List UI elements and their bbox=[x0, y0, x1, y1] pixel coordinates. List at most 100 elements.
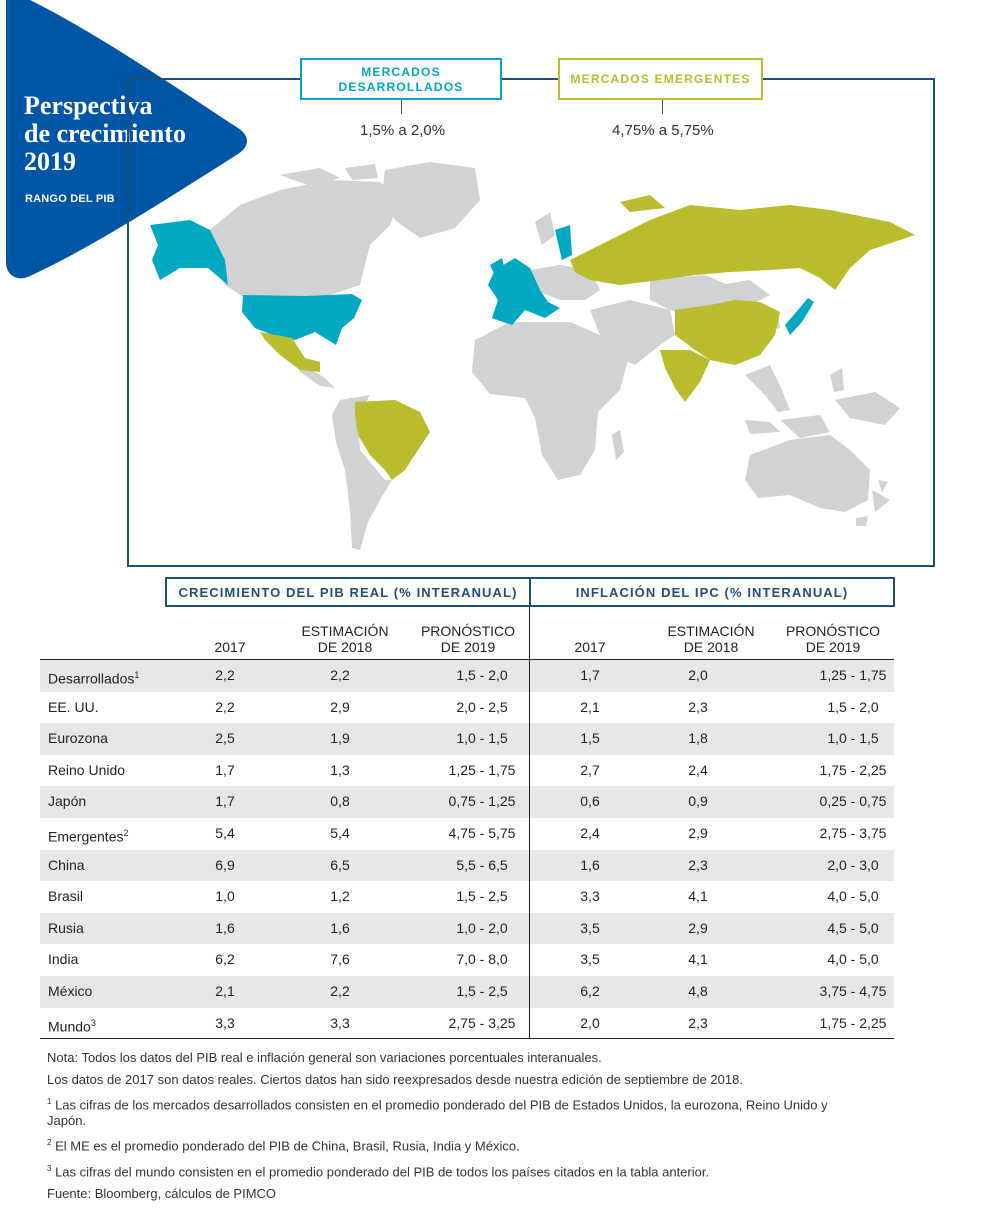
table-cell: 6,2 bbox=[580, 983, 600, 999]
table-row: Rusia 1,6 1,6 1,0 - 2,0 3,5 2,9 4,5 - 5,0 bbox=[40, 912, 894, 945]
column-divider bbox=[529, 607, 530, 1039]
table-cell: 1,7 bbox=[215, 793, 235, 810]
table-cell: 6,9 bbox=[215, 856, 235, 873]
col-header-line: DE 2018 bbox=[683, 639, 739, 655]
title-pennant: Perspectiva de crecimiento 2019 RANGO DE… bbox=[0, 0, 250, 280]
note-line: 2 El ME es el promedio ponderado del PIB… bbox=[47, 1135, 867, 1154]
col-header-cpi-2017: 2017 bbox=[550, 639, 630, 655]
table-cell: 2,0 - 3,0 bbox=[827, 856, 879, 873]
table-cell: 1,8 bbox=[688, 730, 708, 747]
table-row: Emergentes2 5,4 5,4 4,75 - 5,75 2,4 2,9 2,75 -… bbox=[40, 818, 894, 850]
table-cell: 4,5 - 5,0 bbox=[827, 919, 879, 936]
table-cell: 1,6 bbox=[330, 919, 350, 936]
table-row: México 2,1 2,2 1,5 - 2,5 6,2 4,8 3,75 - 4,75 bbox=[40, 976, 894, 1008]
greenland-shape bbox=[382, 162, 480, 238]
table-row: EE. UU. 2,2 2,9 2,0 - 2,5 2,1 2,3 1,5 - 2,0 bbox=[40, 692, 894, 724]
row-label: China bbox=[48, 850, 85, 882]
note-text: Las cifras del mundo consisten en el pro… bbox=[51, 1163, 710, 1179]
finland-shape bbox=[555, 225, 572, 260]
table-cell: 1,5 - 2,0 bbox=[827, 698, 879, 715]
table-cell: 0,8 bbox=[330, 793, 350, 810]
emerging-connector bbox=[662, 100, 663, 114]
table-cell: 1,3 bbox=[330, 761, 350, 778]
note-text: Las cifras de los mercados desarrollados… bbox=[47, 1097, 828, 1129]
table-cell: 1,0 - 1,5 bbox=[827, 730, 879, 747]
table-cell: 2,9 bbox=[688, 919, 708, 936]
row-label-text: Brasil bbox=[48, 888, 84, 905]
table-cell: 3,5 bbox=[580, 919, 600, 936]
table-cell: 2,0 - 2,5 bbox=[456, 698, 508, 715]
table-cell: 2,1 bbox=[215, 983, 235, 999]
col-header-gdp-2017: 2017 bbox=[190, 639, 270, 655]
table-cell: 0,6 bbox=[580, 793, 600, 810]
note-line: 1 Las cifras de los mercados desarrollad… bbox=[47, 1094, 867, 1129]
note-text: Fuente: Bloomberg, cálculos de PIMCO bbox=[47, 1185, 277, 1201]
table-cell: 1,25 - 1,75 bbox=[448, 761, 516, 778]
alaska-shape bbox=[150, 220, 228, 285]
row-label: Japón bbox=[48, 786, 86, 818]
table-cell: 3,5 bbox=[580, 951, 600, 968]
table-cell: 2,3 bbox=[688, 1014, 708, 1031]
africa-shape bbox=[472, 322, 628, 480]
col-header-cpi-2018: ESTIMACIÓN DE 2018 bbox=[656, 623, 766, 655]
table-row: Mundo3 3,3 3,3 2,75 - 3,25 2,0 2,3 1,75 - 2,25 bbox=[40, 1008, 894, 1040]
china-shape bbox=[675, 300, 780, 365]
table-cell: 2,3 bbox=[688, 856, 708, 873]
table-cell: 2,5 bbox=[215, 730, 235, 747]
table-cell: 5,5 - 6,5 bbox=[456, 856, 508, 873]
developed-connector bbox=[401, 100, 402, 114]
table-cell: 1,0 - 2,0 bbox=[456, 919, 508, 936]
table-cell: 2,2 bbox=[215, 698, 235, 715]
row-label: India bbox=[48, 944, 78, 976]
col-header-cpi-2019: PRONÓSTICO DE 2019 bbox=[778, 623, 888, 655]
col-header-line: PRONÓSTICO bbox=[420, 623, 516, 639]
table-cell: 0,25 - 0,75 bbox=[819, 793, 887, 810]
col-header-line: 2017 bbox=[214, 639, 246, 655]
eurozone-shape bbox=[488, 258, 560, 325]
developed-markets-label: MERCADOS DESARROLLADOS bbox=[300, 58, 502, 100]
note-marker: 3 bbox=[47, 1163, 52, 1173]
footnotes: Nota: Todos los datos del PIB real e inf… bbox=[47, 1050, 867, 1208]
south-america-shape bbox=[332, 395, 392, 550]
table-cell: 3,3 bbox=[580, 888, 600, 905]
row-label: Reino Unido bbox=[48, 755, 125, 787]
header-rule bbox=[40, 659, 894, 660]
col-header-line: ESTIMACIÓN bbox=[301, 623, 389, 639]
row-label-text: Japón bbox=[48, 793, 87, 810]
page-title: Perspectiva de crecimiento 2019 bbox=[24, 92, 234, 176]
note-text: El ME es el promedio ponderado del PIB d… bbox=[51, 1138, 520, 1154]
table-cell: 1,5 - 2,5 bbox=[456, 888, 508, 905]
table-row: Desarrollados1 2,2 2,2 1,5 - 2,0 1,7 2,0 1,25 … bbox=[40, 660, 894, 692]
note-text: Nota: Todos los datos del PIB real e inf… bbox=[47, 1050, 602, 1065]
gdp-group-header: CRECIMIENTO DEL PIB REAL (% INTERANUAL) bbox=[165, 577, 529, 607]
note-marker: 1 bbox=[47, 1097, 52, 1106]
map-frame bbox=[127, 78, 935, 567]
row-label-text: Mundo bbox=[48, 1018, 91, 1035]
table-cell: 2,3 bbox=[688, 698, 708, 715]
table-cell: 1,5 - 2,5 bbox=[456, 983, 508, 999]
uk-shape bbox=[490, 258, 506, 282]
table-cell: 7,6 bbox=[330, 951, 350, 968]
table-cell: 3,3 bbox=[330, 1014, 350, 1031]
table-row: Brasil 1,0 1,2 1,5 - 2,5 3,3 4,1 4,0 - 5,0 bbox=[40, 881, 894, 913]
col-header-line: ESTIMACIÓN bbox=[667, 623, 755, 639]
row-label-text: Desarrollados bbox=[48, 670, 135, 687]
note-line: Los datos de 2017 son datos reales. Cier… bbox=[47, 1072, 867, 1088]
japan-shape bbox=[785, 298, 814, 335]
title-line-3: 2019 bbox=[24, 147, 76, 176]
table-cell: 2,75 - 3,75 bbox=[819, 825, 887, 841]
table-cell: 2,2 bbox=[330, 983, 350, 999]
title-line-1: Perspectiva bbox=[24, 91, 153, 120]
table-cell: 2,4 bbox=[580, 825, 600, 841]
row-label-text: India bbox=[48, 951, 79, 968]
table-cell: 3,75 - 4,75 bbox=[819, 983, 887, 999]
usa-shape bbox=[242, 294, 362, 345]
table-cell: 1,2 bbox=[330, 888, 350, 905]
emerging-range: 4,75% a 5,75% bbox=[612, 122, 714, 139]
table-cell: 2,9 bbox=[688, 825, 708, 841]
row-label: Desarrollados1 bbox=[48, 660, 139, 695]
note-marker: 2 bbox=[47, 1138, 52, 1148]
table-cell: 1,5 bbox=[580, 730, 600, 747]
australia-shape bbox=[745, 435, 870, 512]
footnote-marker: 2 bbox=[123, 828, 129, 838]
